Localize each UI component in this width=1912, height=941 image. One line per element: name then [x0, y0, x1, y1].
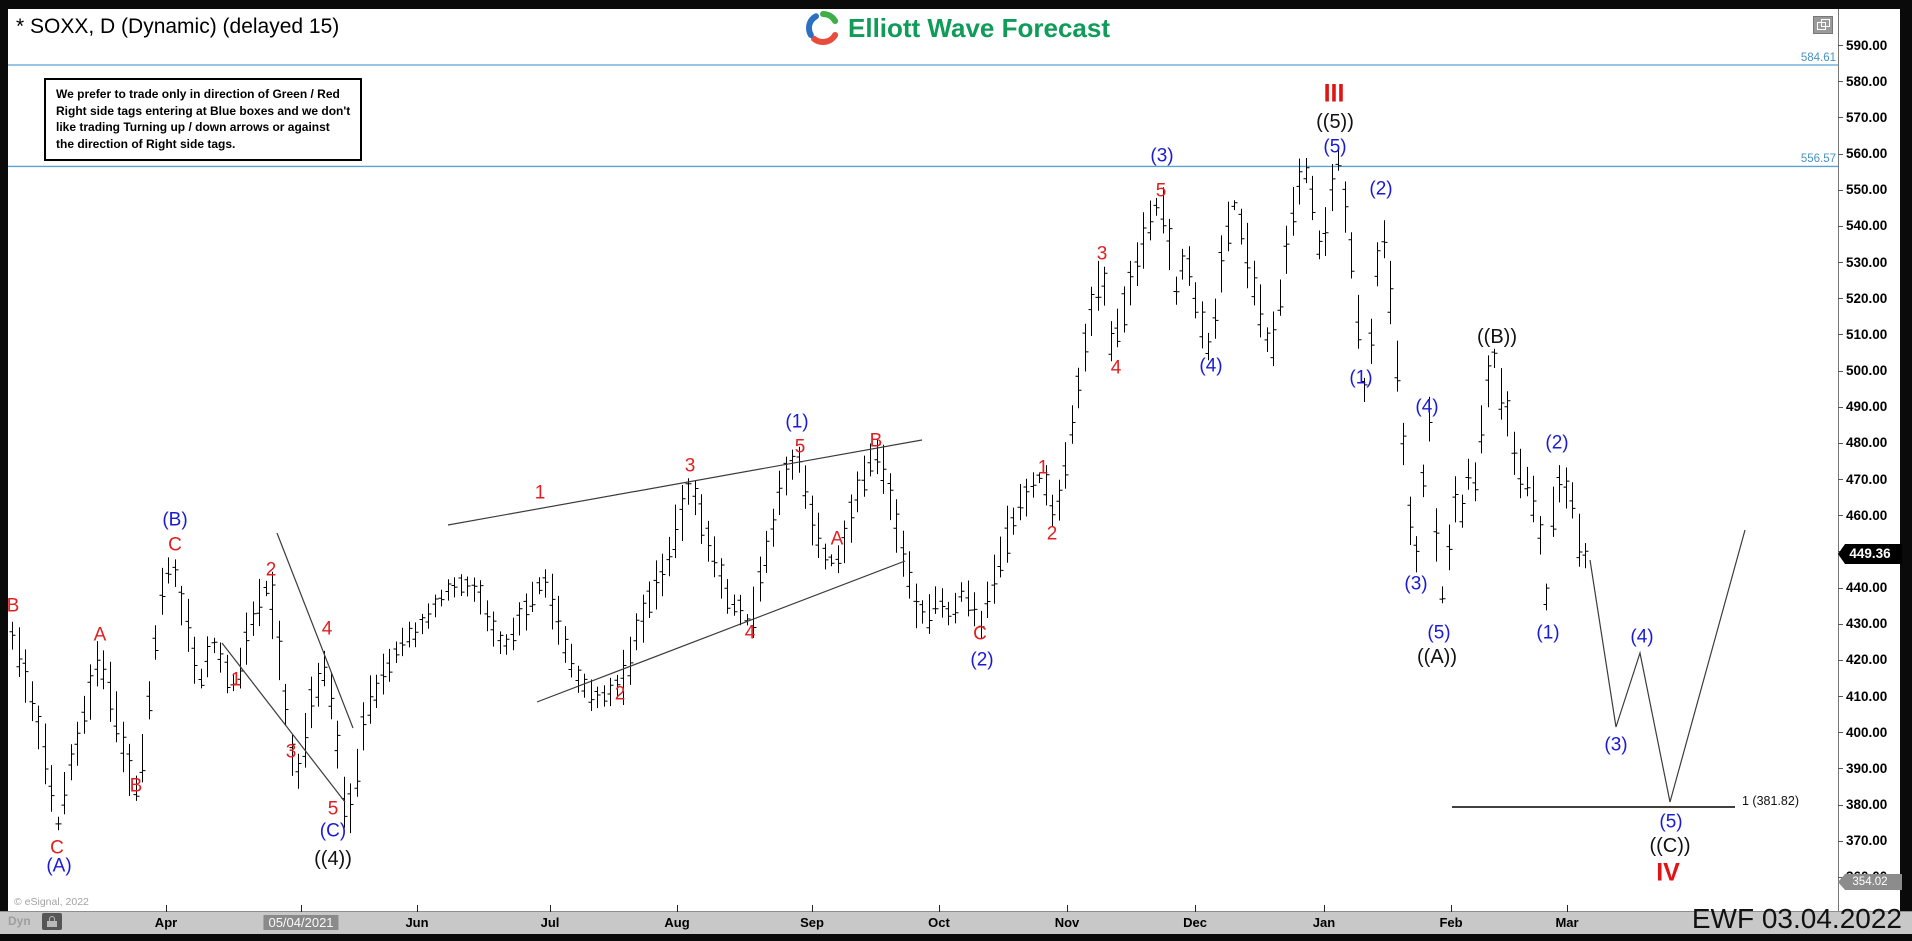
- price-axis-label: 510.00: [1846, 326, 1888, 342]
- price-axis-tick: [1838, 515, 1843, 517]
- price-axis-label: 460.00: [1846, 507, 1888, 523]
- esignal-copyright: © eSignal, 2022: [14, 896, 89, 908]
- price-axis-tick: [1838, 262, 1843, 264]
- price-axis-tick: [1838, 442, 1843, 444]
- price-axis-label: 400.00: [1846, 724, 1888, 740]
- brand-logo: Elliott Wave Forecast: [806, 11, 1110, 45]
- price-axis-tick: [1838, 81, 1843, 83]
- price-axis-label: 420.00: [1846, 652, 1888, 668]
- restore-window-icon[interactable]: [1813, 16, 1833, 34]
- price-axis-tick: [1838, 370, 1843, 372]
- note-line: like trading Turning up / down arrows or…: [56, 120, 330, 134]
- last-price-badge: 449.36: [1838, 544, 1902, 564]
- price-axis-label: 380.00: [1846, 797, 1888, 813]
- price-axis-label: 580.00: [1846, 73, 1888, 89]
- price-axis-label: 520.00: [1846, 290, 1888, 306]
- restore-window-glyph-front: [1817, 22, 1826, 30]
- price-axis-label: 550.00: [1846, 182, 1888, 198]
- note-line: We prefer to trade only in direction of …: [56, 87, 340, 101]
- price-axis-label: 540.00: [1846, 218, 1888, 234]
- price-axis-label: 500.00: [1846, 363, 1888, 379]
- price-axis-label: 430.00: [1846, 616, 1888, 632]
- projection-path: [1589, 529, 1746, 803]
- price-axis-label: 440.00: [1846, 580, 1888, 596]
- price-axis-tick: [1838, 189, 1843, 191]
- lock-body: [47, 921, 57, 927]
- window-bottom-border: [0, 933, 1912, 941]
- window-right-border: [1900, 0, 1912, 941]
- lock-shackle: [49, 916, 55, 922]
- note-line: the direction of Right side tags.: [56, 136, 236, 151]
- price-axis-tick: [1838, 298, 1843, 300]
- price-axis-label: 410.00: [1846, 688, 1888, 704]
- price-axis-label: 590.00: [1846, 37, 1888, 53]
- price-axis-tick: [1838, 696, 1843, 698]
- price-axis-label: 480.00: [1846, 435, 1888, 451]
- price-axis-tick: [1838, 804, 1843, 806]
- price-axis-label: 390.00: [1846, 760, 1888, 776]
- price-axis-tick: [1838, 840, 1843, 842]
- chart-title: * SOXX, D (Dynamic) (delayed 15): [16, 15, 340, 38]
- price-axis-tick: [1838, 479, 1843, 481]
- session-low-badge: 354.02: [1838, 874, 1902, 890]
- trendline: [221, 642, 346, 803]
- price-axis-tick: [1838, 732, 1843, 734]
- trendline: [447, 439, 923, 526]
- note-line: Right side tags entering at Blue boxes a…: [56, 103, 351, 118]
- resistance-level-label: 584.61: [1800, 52, 1836, 64]
- brand-swirl-icon: [806, 11, 839, 45]
- ewf-date-watermark: EWF 03.04.2022: [1691, 903, 1902, 934]
- price-axis-label: 570.00: [1846, 109, 1888, 125]
- price-axis-tick: [1838, 334, 1843, 336]
- price-bars: [9, 148, 1589, 834]
- price-axis-tick: [1838, 45, 1843, 46]
- window-left-border: [0, 0, 8, 933]
- price-axis-tick: [1838, 876, 1843, 878]
- trendline: [536, 560, 906, 703]
- lock-icon[interactable]: [42, 913, 62, 930]
- price-axis-tick: [1838, 659, 1843, 661]
- window-top-border: [0, 0, 1912, 9]
- trendline: [276, 532, 354, 729]
- trading-note-box[interactable]: We prefer to trade only in direction of …: [44, 78, 363, 161]
- resistance-level-label: 556.57: [1800, 153, 1836, 165]
- brand-name: Elliott Wave Forecast: [848, 12, 1110, 43]
- price-axis-label: 530.00: [1846, 254, 1888, 270]
- price-axis-label: 490.00: [1846, 399, 1888, 415]
- price-axis-tick: [1838, 587, 1843, 589]
- price-axis-tick: [1838, 768, 1843, 770]
- price-axis-tick: [1838, 225, 1843, 227]
- price-axis-tick: [1838, 153, 1843, 155]
- price-axis-tick: [1838, 623, 1843, 625]
- price-axis-label: 470.00: [1846, 471, 1888, 487]
- price-axis-tick: [1838, 406, 1843, 408]
- dyn-mode-label: Dyn: [8, 914, 31, 928]
- time-axis[interactable]: [0, 911, 1912, 934]
- price-axis-tick: [1838, 117, 1843, 119]
- price-axis-label: 560.00: [1846, 146, 1888, 161]
- price-axis[interactable]: 590.00 580.00 570.00 560.00 550.00 540.00 530.…: [1838, 9, 1900, 915]
- price-axis-label: 370.00: [1846, 833, 1888, 849]
